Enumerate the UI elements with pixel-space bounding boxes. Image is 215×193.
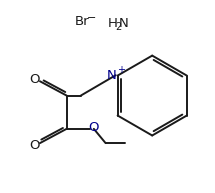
Text: 2: 2 (115, 22, 121, 32)
Text: H: H (107, 17, 117, 30)
Text: O: O (29, 73, 40, 86)
Text: N: N (118, 17, 128, 30)
Text: −: − (87, 13, 96, 23)
Text: O: O (89, 121, 99, 134)
Text: Br: Br (75, 15, 89, 28)
Text: +: + (117, 65, 125, 75)
Text: O: O (29, 139, 40, 152)
Text: N: N (107, 69, 117, 82)
